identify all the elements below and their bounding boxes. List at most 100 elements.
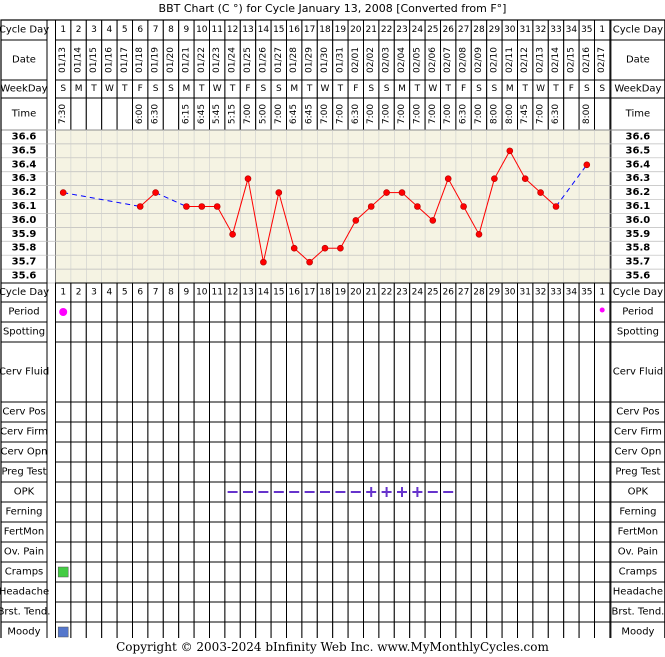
temp-line-segment [540, 192, 557, 207]
symptom-cell [378, 461, 395, 483]
symptom-cell [547, 621, 565, 638]
symptom-cell [209, 581, 226, 603]
temp-line-segment [309, 247, 326, 263]
symptom-cell [486, 541, 503, 563]
temp-line-segment [432, 178, 449, 221]
symptom-cell [301, 561, 318, 583]
symptom-cell [301, 461, 318, 483]
symptom-cerv-fluid-label-right: Cerv Fluid [613, 367, 663, 378]
time-cell [116, 97, 133, 131]
y-tick-label-left: 36.2 [12, 187, 37, 198]
symptom-cell [363, 441, 380, 463]
symptom-cell [578, 521, 595, 543]
cycle-day-number: 1 [599, 25, 605, 35]
symptom-cell [470, 401, 488, 423]
date-label-cell [0, 39, 48, 81]
symptom-cell [85, 541, 103, 563]
symptom-cell [224, 521, 241, 543]
weekday-value: F [569, 84, 574, 94]
symptom-cell [116, 401, 133, 423]
weekday-value: S [384, 84, 390, 94]
date-value: 01/27 [274, 47, 284, 73]
symptom-cell [470, 581, 488, 603]
cycle-day-number: 13 [242, 25, 253, 35]
symptom-cell [363, 601, 380, 623]
cycle-day-number: 32 [535, 25, 546, 35]
time-label: Time [11, 109, 36, 120]
symptom-cell [116, 621, 133, 638]
symptom-cell [162, 401, 180, 423]
cycle-day-number: 8 [168, 25, 174, 35]
symptom-cell [301, 341, 318, 403]
symptom-cell [239, 581, 257, 603]
symptom-cell [547, 541, 565, 563]
symptom-cell [347, 521, 365, 543]
symptom-cell [286, 601, 303, 623]
date-value: 01/15 [89, 47, 99, 73]
symptom-cerv-fluid-label: Cerv Fluid [0, 367, 49, 378]
symptom-cell [132, 601, 149, 623]
temp-line-segment [278, 192, 295, 249]
symptom-cell [563, 561, 580, 583]
weekday-value: T [90, 84, 97, 94]
weekday-value: S [476, 84, 482, 94]
temp-point [460, 203, 467, 210]
symptom-cell [101, 441, 118, 463]
temp-point [260, 258, 267, 266]
symptom-cell [347, 561, 365, 583]
symptom-ov-pain-label: Ov. Pain [4, 547, 44, 558]
symptom-cell [501, 301, 519, 323]
symptom-cell [224, 601, 241, 623]
cycle-day-number-bottom: 22 [381, 288, 392, 298]
symptom-cell [532, 541, 549, 563]
weekday-value: S [153, 84, 159, 94]
date-value: 02/08 [459, 47, 469, 73]
symptom-cell [424, 621, 442, 638]
symptom-cell [55, 481, 72, 503]
date-value: 01/26 [258, 47, 268, 73]
symptom-cell [563, 541, 580, 563]
symptom-cell [162, 621, 180, 638]
symptom-cell [55, 601, 72, 623]
symptom-cell [393, 401, 411, 423]
symptom-cell [178, 561, 195, 583]
symptom-cell [578, 421, 595, 443]
date-label-right: Date [626, 55, 650, 66]
symptom-cell [409, 461, 426, 483]
temp-point [475, 231, 483, 238]
symptom-cell [424, 521, 442, 543]
cycle-day-number-bottom: 30 [504, 288, 516, 298]
symptom-cell [270, 301, 288, 323]
symptom-cell [409, 401, 426, 423]
date-value: 02/02 [366, 47, 376, 73]
symptom-cell [316, 541, 334, 563]
cycle-day-number: 30 [504, 25, 516, 35]
cycle-day-bottom-label-right: Cycle Day [613, 287, 663, 298]
period-dot [59, 308, 68, 316]
symptom-cell [178, 401, 195, 423]
symptom-cell [440, 461, 457, 483]
symptom-cerv-fluid-label-cell-right [610, 341, 665, 403]
symptom-cell [162, 461, 180, 483]
weekday-value: T [337, 84, 344, 94]
y-tick-label-left: 35.9 [12, 229, 37, 240]
symptom-cell [424, 321, 442, 343]
symptom-cell [517, 601, 534, 623]
temp-line-segment [463, 206, 480, 235]
symptom-cell [347, 401, 365, 423]
symptom-cell [316, 601, 334, 623]
temp-point [275, 189, 283, 196]
symptom-cell [209, 541, 226, 563]
time-label-cell [0, 97, 48, 131]
symptom-cell [578, 341, 595, 403]
symptom-cell [255, 561, 272, 583]
symptom-cell [101, 541, 118, 563]
symptom-cell [70, 561, 87, 583]
cycle-day-number-bottom: 25 [427, 288, 438, 298]
symptom-cell [116, 441, 133, 463]
time-cell [162, 97, 180, 131]
cycle-day-number-bottom: 27 [458, 288, 469, 298]
temp-point [583, 161, 591, 169]
symptom-cell [116, 521, 133, 543]
symptom-cell [378, 521, 395, 543]
